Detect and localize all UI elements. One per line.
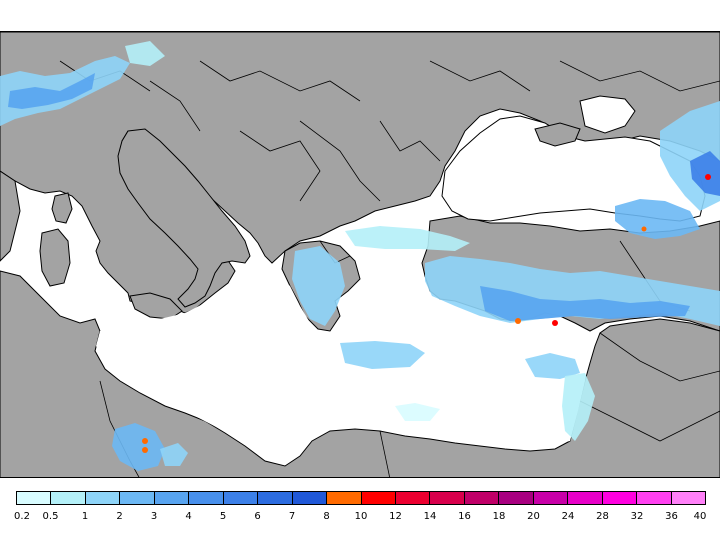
- rain-patch-libya-2: [160, 443, 188, 466]
- legend-tick-label: 18: [492, 511, 506, 522]
- legend-tick-label: 2: [116, 511, 123, 522]
- legend-swatch: [395, 492, 431, 504]
- legend-tick-label: 36: [665, 511, 678, 522]
- precipitation-legend: 0.2 0.5 1 2 3 4 5 6 7 8 10 12 14 16 18 20 24 28 32 36 40: [14, 491, 707, 531]
- rain-patch-caucasus-core: [690, 151, 720, 196]
- legend-tick-label: 0.2: [14, 511, 30, 522]
- legend-swatch: [602, 492, 638, 504]
- legend-tick-label: 20: [527, 511, 540, 522]
- land-iberia: [0, 170, 21, 262]
- rain-patch-crete: [340, 341, 425, 369]
- legend-tick-label: 7: [288, 511, 296, 522]
- rain-cell-anatolia: [515, 318, 521, 324]
- legend-swatch: [499, 492, 534, 504]
- legend-swatch: [85, 492, 121, 504]
- legend-swatch: [327, 492, 362, 504]
- rain-patch-south: [395, 403, 440, 421]
- land-corsica: [51, 192, 73, 224]
- rain-patch-greece: [292, 246, 345, 326]
- rain-cell-libya: [142, 438, 148, 444]
- rain-cell-caucasus: [705, 174, 711, 180]
- rain-patch-libya: [112, 423, 165, 471]
- legend-swatch: [51, 492, 86, 504]
- legend-color-bar: [16, 491, 706, 505]
- legend-swatch: [361, 492, 396, 504]
- rain-patch-anatolia-core: [480, 286, 690, 321]
- rain-patch-north: [125, 41, 165, 66]
- land-italy: [117, 128, 251, 308]
- precipitation-map: [0, 31, 720, 478]
- rain-patch-east-blacksea: [615, 199, 700, 239]
- rain-cell-blacksea: [641, 226, 647, 232]
- rain-patch-levant: [562, 373, 595, 441]
- legend-tick-label: 32: [630, 511, 644, 522]
- legend-swatch: [568, 492, 603, 504]
- rain-cell-libya-2: [142, 447, 148, 453]
- map-canvas: [0, 32, 720, 477]
- legend-swatch: [189, 492, 224, 504]
- land-sardinia: [39, 228, 71, 287]
- legend-tick-label: 3: [150, 511, 158, 522]
- legend-tick-label: 8: [323, 511, 330, 522]
- legend-swatch: [671, 492, 706, 504]
- land-sicily: [129, 292, 183, 320]
- legend-tick-label: 10: [354, 511, 368, 522]
- land-crimea: [534, 122, 581, 147]
- legend-swatch: [464, 492, 500, 504]
- rain-patch-alps-core: [8, 73, 95, 109]
- mediterranean-sea: [96, 273, 590, 461]
- rain-patch-aegean: [345, 226, 470, 251]
- legend-swatch: [430, 492, 465, 504]
- legend-tick-label: 24: [561, 511, 575, 522]
- rain-patch-cyprus: [525, 353, 580, 379]
- legend-tick-label: 1: [81, 511, 89, 522]
- legend-tick-label: 28: [596, 511, 609, 522]
- caspian-sea: [579, 95, 636, 134]
- rain-cell-anatolia-2: [552, 320, 558, 326]
- legend-tick-label: 6: [254, 511, 261, 522]
- precipitation-overlay: [0, 41, 720, 471]
- legend-tick-label: 12: [389, 511, 402, 522]
- legend-swatch: [120, 492, 155, 504]
- legend-tick-label: 4: [185, 511, 192, 522]
- legend-swatch: [17, 492, 52, 504]
- legend-tick-label: 5: [219, 511, 227, 522]
- legend-swatch: [533, 492, 569, 504]
- legend-swatch: [223, 492, 259, 504]
- legend-tick-label: 40: [693, 511, 707, 522]
- legend-tick-label: 0.5: [42, 511, 59, 522]
- legend-swatch: [637, 492, 672, 504]
- legend-swatch: [154, 492, 190, 504]
- legend-tick-label: 14: [423, 511, 437, 522]
- legend-swatch: [258, 492, 293, 504]
- legend-tick-label: 16: [458, 511, 471, 522]
- legend-swatch: [292, 492, 328, 504]
